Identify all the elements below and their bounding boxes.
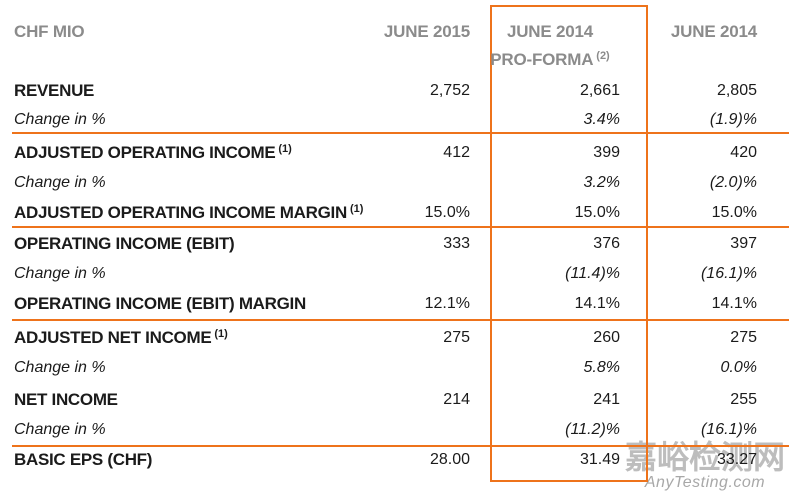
cell-june-2014-proforma: 241 [593, 391, 620, 408]
cell-june-2014: 255 [730, 391, 757, 408]
proforma-label: PRO-FORMA [490, 50, 594, 69]
row-label: Change in % [14, 174, 106, 191]
section-divider [12, 445, 789, 447]
cell-june-2014-proforma: (11.2)% [565, 421, 620, 438]
cell-june-2015: 214 [443, 391, 470, 408]
row-label: Change in % [14, 111, 106, 128]
table-row: Change in % (11.2)% (16.1)% [0, 415, 789, 445]
cell-june-2014-proforma: 3.4% [583, 111, 620, 128]
row-label: OPERATING INCOME (EBIT) MARGIN [14, 294, 306, 313]
row-label: Change in % [14, 421, 106, 438]
cell-june-2015: 12.1% [424, 295, 470, 312]
cell-june-2014-proforma: 2,661 [579, 82, 620, 99]
table-row: REVENUE 2,752 2,661 2,805 [0, 76, 789, 106]
cell-june-2014-proforma: 260 [593, 329, 620, 346]
row-label: NET INCOME [14, 390, 118, 409]
cell-june-2014-proforma: 31.49 [579, 451, 620, 468]
table-row: BASIC EPS (CHF) 28.00 31.49 33.27 [0, 445, 789, 475]
cell-june-2014-proforma: 3.2% [583, 174, 620, 191]
footnote-marker-1: (1) [349, 203, 364, 215]
cell-june-2014: (2.0)% [709, 174, 757, 191]
cell-june-2014: 2,805 [716, 82, 757, 99]
cell-june-2014: 0.0% [720, 359, 757, 376]
row-label: ADJUSTED NET INCOME (1) [14, 328, 228, 347]
cell-june-2014: 420 [730, 144, 757, 161]
table-row: NET INCOME 214 241 255 [0, 385, 789, 415]
cell-june-2014: (16.1)% [700, 421, 757, 438]
section-divider [12, 132, 789, 134]
header-june-2014-proforma-line1: JUNE 2014 [506, 22, 594, 41]
table-row: Change in % (11.4)% (16.1)% [0, 259, 789, 289]
table-row: OPERATING INCOME (EBIT) 333 376 397 [0, 229, 789, 259]
header-june-2014-proforma-line2: PRO-FORMA (2) [450, 50, 650, 70]
table-row: ADJUSTED OPERATING INCOME (1) 412 399 420 [0, 138, 789, 168]
cell-june-2014: 14.1% [711, 295, 757, 312]
footnote-marker-2: (2) [596, 50, 610, 62]
section-divider [12, 319, 789, 321]
cell-june-2015: 2,752 [429, 82, 470, 99]
cell-june-2015: 412 [443, 144, 470, 161]
cell-june-2014-proforma: (11.4)% [565, 265, 620, 282]
row-label: BASIC EPS (CHF) [14, 450, 153, 469]
table-row: ADJUSTED OPERATING INCOME MARGIN (1) 15.0%… [0, 198, 789, 228]
cell-june-2014: 397 [730, 235, 757, 252]
cell-june-2014: 15.0% [711, 204, 757, 221]
cell-june-2014-proforma: 376 [593, 235, 620, 252]
footnote-marker-1: (1) [214, 328, 228, 340]
row-label: ADJUSTED OPERATING INCOME MARGIN (1) [14, 203, 364, 222]
cell-june-2014-proforma: 14.1% [574, 295, 620, 312]
table-row: ADJUSTED NET INCOME (1) 275 260 275 [0, 323, 789, 353]
cell-june-2015: 275 [443, 329, 470, 346]
table-row: Change in % 3.2% (2.0)% [0, 168, 789, 198]
cell-june-2015: 15.0% [424, 204, 470, 221]
cell-june-2015: 28.00 [429, 451, 470, 468]
cell-june-2014-proforma: 399 [593, 144, 620, 161]
cell-june-2014: 275 [730, 329, 757, 346]
header-june-2014-proforma: JUNE 2014 PRO-FORMA (2) [450, 22, 650, 70]
table-row: Change in % 3.4% (1.9)% [0, 105, 789, 135]
row-label: Change in % [14, 265, 106, 282]
row-label: Change in % [14, 359, 106, 376]
cell-june-2014-proforma: 15.0% [574, 204, 620, 221]
cell-june-2014: 33.27 [716, 451, 757, 468]
cell-june-2014: (1.9)% [709, 111, 757, 128]
row-label: REVENUE [14, 81, 95, 100]
footnote-marker-1: (1) [278, 143, 292, 155]
header-june-2015: JUNE 2015 [383, 22, 470, 41]
header-chf-mio: CHF MIO [14, 22, 85, 41]
row-label: OPERATING INCOME (EBIT) [14, 234, 235, 253]
table-row: Change in % 5.8% 0.0% [0, 353, 789, 383]
cell-june-2014: (16.1)% [700, 265, 757, 282]
proforma-highlight-box [490, 5, 648, 482]
cell-june-2015: 333 [443, 235, 470, 252]
table-row: OPERATING INCOME (EBIT) MARGIN 12.1% 14.1%… [0, 289, 789, 319]
watermark-site-url: AnyTesting.com [644, 474, 766, 491]
section-divider [12, 226, 789, 228]
row-label: ADJUSTED OPERATING INCOME (1) [14, 143, 292, 162]
header-june-2014: JUNE 2014 [670, 22, 757, 41]
cell-june-2014-proforma: 5.8% [583, 359, 620, 376]
